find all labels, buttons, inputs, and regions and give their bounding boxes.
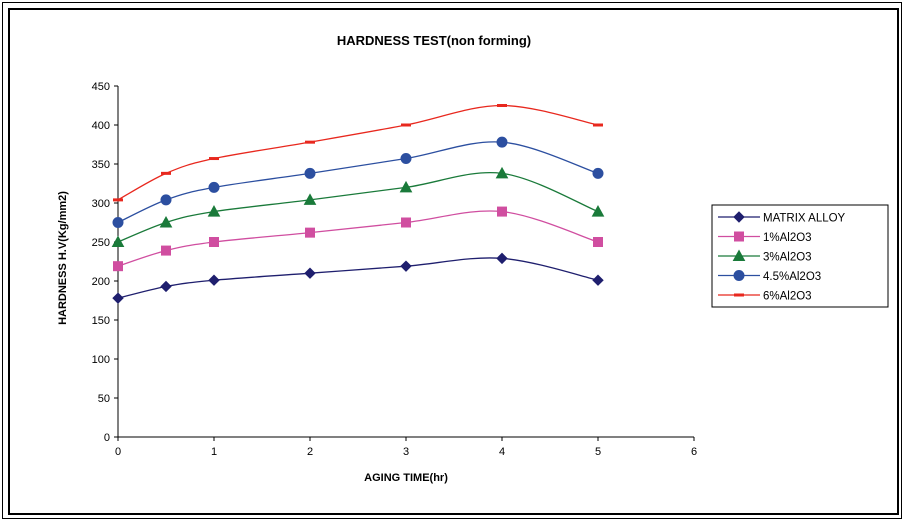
data-point-matrix-alloy xyxy=(592,274,604,286)
data-point-6-al2o3 xyxy=(113,198,123,202)
data-point-3-al2o3 xyxy=(495,166,509,179)
legend-marker-6-al2o3 xyxy=(734,293,744,297)
series-line-6-al2o3 xyxy=(117,104,599,201)
legend-marker-1-al2o3 xyxy=(734,231,744,242)
data-point-matrix-alloy xyxy=(400,260,412,272)
y-tick-label: 100 xyxy=(92,354,110,366)
legend-label-4-5-al2o3: 4.5%Al2O3 xyxy=(763,271,821,283)
data-point-matrix-alloy xyxy=(304,267,316,279)
data-point-matrix-alloy xyxy=(160,280,172,293)
series-line-3-al2o3 xyxy=(117,172,599,243)
y-tick-label: 400 xyxy=(92,120,110,132)
data-point-4-5-al2o3 xyxy=(496,136,508,148)
data-point-4-5-al2o3 xyxy=(304,167,316,179)
y-axis-label: HARDNESS H.V(Kg/mm2) xyxy=(57,191,69,325)
data-point-1-al2o3 xyxy=(593,237,603,247)
y-tick-label: 50 xyxy=(98,393,110,405)
legend-label-1-al2o3: 1%Al2O3 xyxy=(763,232,812,244)
data-point-1-al2o3 xyxy=(401,217,411,228)
legend-label-3-al2o3: 3%Al2O3 xyxy=(763,252,812,264)
x-tick-label: 0 xyxy=(115,446,121,458)
legend: MATRIX ALLOY 1%Al2O3 3%Al2O3 4.5%Al2O3 6%Al2… xyxy=(711,204,889,308)
x-tick-label: 1 xyxy=(211,446,217,458)
legend-marker-3-al2o3 xyxy=(732,249,746,261)
data-point-6-al2o3 xyxy=(497,104,507,107)
x-tick-label: 6 xyxy=(691,446,697,458)
data-point-1-al2o3 xyxy=(209,237,219,247)
data-point-6-al2o3 xyxy=(305,140,315,144)
x-tick-label: 5 xyxy=(595,446,601,458)
x-tick-label: 2 xyxy=(307,446,313,458)
y-tick-label: 450 xyxy=(92,81,110,93)
y-tick-label: 150 xyxy=(92,315,110,327)
legend-marker-matrix-alloy xyxy=(733,211,745,223)
data-point-4-5-al2o3 xyxy=(400,153,412,165)
data-point-3-al2o3 xyxy=(111,235,125,247)
data-point-4-5-al2o3 xyxy=(208,181,220,193)
y-tick-label: 300 xyxy=(92,198,110,210)
series-line-matrix-alloy xyxy=(117,257,599,299)
x-axis-label: AGING TIME(hr) xyxy=(364,472,448,484)
x-tick-label: 3 xyxy=(403,446,409,458)
x-tick-label: 4 xyxy=(499,446,505,458)
legend-label-matrix-alloy: MATRIX ALLOY xyxy=(763,213,846,225)
legend-label-6-al2o3: 6%Al2O3 xyxy=(763,291,812,303)
data-point-1-al2o3 xyxy=(305,227,315,238)
legend-marker-4-5-al2o3 xyxy=(733,270,745,281)
data-point-6-al2o3 xyxy=(401,123,411,127)
data-point-matrix-alloy xyxy=(496,252,508,265)
y-tick-label: 350 xyxy=(92,159,110,171)
data-point-1-al2o3 xyxy=(113,261,123,272)
series-line-4-5-al2o3 xyxy=(117,141,599,224)
data-point-3-al2o3 xyxy=(207,205,221,217)
data-point-1-al2o3 xyxy=(161,245,171,256)
data-point-4-5-al2o3 xyxy=(112,217,124,228)
data-point-6-al2o3 xyxy=(593,123,603,127)
data-point-4-5-al2o3 xyxy=(592,167,604,179)
chart-title: HARDNESS TEST(non forming) xyxy=(337,33,531,48)
data-point-1-al2o3 xyxy=(497,206,507,217)
data-point-3-al2o3 xyxy=(399,180,413,193)
chart-area-border xyxy=(8,8,899,515)
data-point-3-al2o3 xyxy=(159,215,173,228)
data-point-3-al2o3 xyxy=(303,193,317,205)
data-point-matrix-alloy xyxy=(208,274,220,286)
y-tick-label: 250 xyxy=(92,237,110,249)
data-point-6-al2o3 xyxy=(209,157,219,161)
data-point-3-al2o3 xyxy=(591,205,605,217)
series-line-1-al2o3 xyxy=(117,210,599,267)
data-point-4-5-al2o3 xyxy=(160,194,172,206)
data-point-6-al2o3 xyxy=(161,171,171,175)
data-point-matrix-alloy xyxy=(112,292,124,304)
y-tick-label: 0 xyxy=(104,432,110,444)
y-tick-label: 200 xyxy=(92,276,110,288)
